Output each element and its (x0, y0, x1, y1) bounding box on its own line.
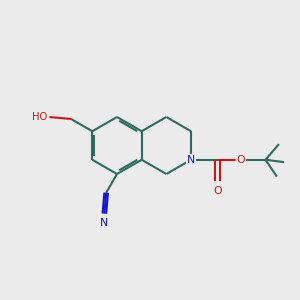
Text: N: N (100, 218, 109, 227)
Text: HO: HO (32, 112, 47, 122)
Text: O: O (213, 186, 222, 196)
Text: O: O (236, 155, 245, 165)
Text: N: N (187, 155, 195, 165)
